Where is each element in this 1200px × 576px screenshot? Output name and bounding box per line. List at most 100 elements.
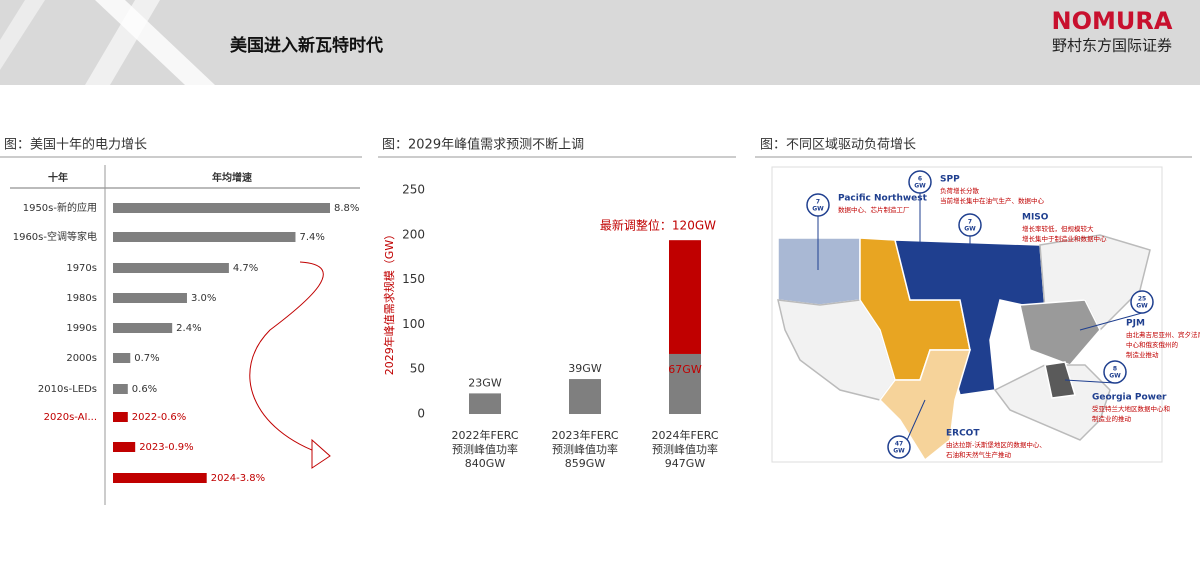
value-label: 8.8% <box>334 203 359 214</box>
region-name: SPP <box>940 175 960 185</box>
gw-badge <box>958 213 982 237</box>
arrow-head <box>311 438 331 469</box>
region-note: 由达拉斯-沃斯堡地区的数据中心、 <box>946 440 1046 449</box>
gw-badge <box>887 435 911 459</box>
bar <box>113 442 136 452</box>
region-name: PJM <box>1126 319 1145 329</box>
badge-text: 8 <box>1113 366 1117 373</box>
panel-title: 图：不同区域驱动负荷增长 <box>760 138 916 153</box>
header-title: 美国进入新瓦特时代 <box>230 35 383 56</box>
region-note: 石油和天然气生产推动 <box>946 450 1012 459</box>
region-note: 当前增长集中在油气生产、数据中心 <box>940 196 1045 205</box>
badge-text: 25 <box>1138 296 1146 303</box>
region-note: 负荷增长分散 <box>940 186 980 195</box>
column-header: 十年 <box>48 171 68 184</box>
badge-text: GW <box>812 206 824 213</box>
x-tick-label: 预测峰值功率 <box>552 442 618 456</box>
x-tick-label: 859GW <box>565 457 606 470</box>
bar <box>113 323 173 333</box>
region-note: 中心和俄亥俄州的 <box>1126 340 1179 349</box>
region-pnw <box>777 237 861 306</box>
badge-text: GW <box>914 183 926 190</box>
region-note: 数据中心、芯片制造工厂 <box>838 205 910 214</box>
region-note: 制造业推动 <box>1126 350 1159 359</box>
region-note: 增长集中于制造业和数据中心 <box>1022 234 1107 243</box>
leader-line <box>1064 379 1116 384</box>
region-name: Pacific Northwest <box>838 194 928 204</box>
value-label: 67GW <box>668 363 702 376</box>
badge-text: 6 <box>918 176 922 183</box>
region-ercot <box>879 349 972 462</box>
value-label: 0.7% <box>134 353 159 364</box>
category-label: 1960s-空调等家电 <box>13 230 97 243</box>
value-label: 3.0% <box>191 293 216 304</box>
curved-arrow <box>249 261 326 456</box>
header-stripe <box>0 0 45 70</box>
value-label: 2023-0.9% <box>139 442 193 453</box>
badge-text: GW <box>964 226 976 233</box>
bar-segment <box>469 393 501 414</box>
x-tick-label: 2022年FERC <box>451 428 518 442</box>
bar <box>113 263 229 273</box>
x-tick-label: 840GW <box>465 457 506 470</box>
bar <box>113 412 128 422</box>
gw-badge <box>806 193 830 217</box>
column-header: 年均增速 <box>212 171 252 184</box>
y-tick-label: 150 <box>402 272 425 286</box>
value-label: 2.4% <box>176 323 201 334</box>
x-tick-label: 2024年FERC <box>651 428 718 442</box>
badge-text: GW <box>893 448 905 455</box>
value-label: 39GW <box>568 362 602 375</box>
region-name: ERCOT <box>946 429 980 439</box>
badge-text: GW <box>1109 373 1121 380</box>
bar <box>113 353 131 363</box>
y-tick-label: 250 <box>402 183 425 197</box>
value-label: 23GW <box>468 376 502 389</box>
y-axis-label: 2029年峰值需求规模（GW） <box>382 229 396 375</box>
y-tick-label: 100 <box>402 317 425 331</box>
value-label: 2024-3.8% <box>211 473 265 484</box>
bar <box>113 293 187 303</box>
bar-segment <box>669 353 701 414</box>
company: 野村东方国际证券 <box>1052 37 1172 55</box>
bar <box>113 203 330 213</box>
category-label: 1980s <box>66 293 97 304</box>
gw-badge <box>1103 360 1127 384</box>
annotation: 最新调整位：120GW <box>600 218 716 233</box>
y-tick-label: 0 <box>417 407 425 421</box>
panel-title: 图：美国十年的电力增长 <box>4 137 147 153</box>
region-name: Georgia Power <box>1092 393 1167 403</box>
category-label: 1970s <box>66 263 97 274</box>
x-tick-label: 预测峰值功率 <box>652 442 718 456</box>
x-tick-label: 预测峰值功率 <box>452 442 518 456</box>
badge-text: 7 <box>816 199 820 206</box>
badge-text: 47 <box>895 441 903 448</box>
logo: NOMURA <box>1052 7 1173 35</box>
y-tick-label: 50 <box>410 362 425 376</box>
bar <box>113 473 207 483</box>
leader-line <box>1079 312 1143 331</box>
gw-badge <box>1130 290 1154 314</box>
x-tick-label: 2023年FERC <box>551 428 618 442</box>
category-label: 2010s-LEDs <box>38 384 97 395</box>
value-label: 0.6% <box>132 384 157 395</box>
region-pjm <box>1019 299 1101 366</box>
gw-badge <box>908 170 932 194</box>
header-stripe <box>85 0 160 85</box>
category-label: 2020s-AI... <box>44 412 97 423</box>
region-georgia <box>1044 361 1076 399</box>
bar <box>113 384 128 394</box>
x-tick-label: 947GW <box>665 457 706 470</box>
badge-text: GW <box>1136 303 1148 310</box>
value-label: 2022-0.6% <box>132 412 186 423</box>
region-note: 由北弗吉尼亚州、宾夕法尼亚州数据 <box>1126 330 1200 339</box>
bar <box>113 232 296 242</box>
badge-text: 7 <box>968 219 972 226</box>
category-label: 1990s <box>66 323 97 334</box>
y-tick-label: 200 <box>402 227 425 241</box>
map <box>777 234 1151 462</box>
region-note: 制造业的推动 <box>1092 414 1132 423</box>
region-name: MISO <box>1022 213 1049 223</box>
panel-title: 图：2029年峰值需求预测不断上调 <box>382 137 584 153</box>
